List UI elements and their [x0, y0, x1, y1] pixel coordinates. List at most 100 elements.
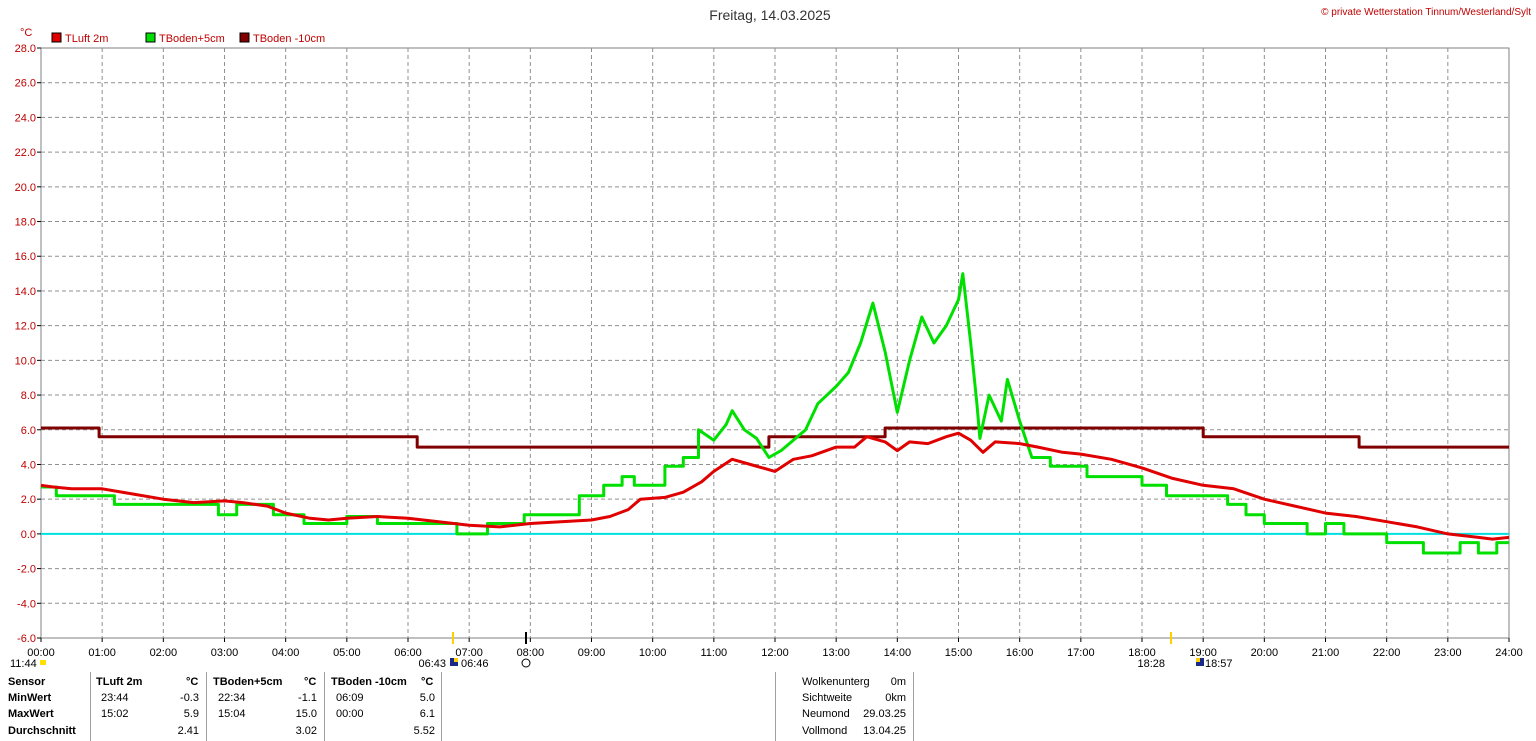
x-tick-label: 17:00: [1067, 647, 1095, 659]
legend-label: TBoden -10cm: [253, 33, 325, 45]
legend: TLuft 2m TBoden+5cm TBoden -10cm: [51, 32, 325, 45]
y-axis-label: °C: [20, 27, 32, 39]
x-tick-label: 00:00: [27, 647, 55, 659]
y-tick-label: 6.0: [21, 425, 36, 437]
copyright-text: © private Wetterstation Tinnum/Westerlan…: [1321, 7, 1531, 18]
stats-value: -0.3: [180, 692, 199, 704]
stats-time: 00:00: [336, 708, 364, 720]
stats-row-label: MinWert: [8, 692, 52, 704]
stats-value: 6.1: [419, 708, 435, 720]
stats-time: 23:44: [101, 692, 129, 704]
y-tick-label: 18.0: [15, 217, 36, 229]
dawn-time: 06:43: [418, 658, 446, 670]
statistics-table: Sensor TLuft 2m °C TBoden+5cm °C TBoden …: [0, 672, 445, 741]
x-tick-label: 23:00: [1434, 647, 1462, 659]
stats-header-tboden10: TBoden -10cm: [331, 676, 407, 688]
legend-swatch: [239, 32, 250, 43]
series-line-0: [40, 431, 1510, 541]
x-tick-label: 12:00: [761, 647, 789, 659]
stats-header-tboden5: TBoden+5cm: [213, 676, 283, 688]
x-tick-label: 02:00: [150, 647, 178, 659]
x-tick-label: 05:00: [333, 647, 361, 659]
x-tick-label: 21:00: [1312, 647, 1340, 659]
y-tick-label: 2.0: [21, 494, 36, 506]
x-axis-ticks: 00:00 01:00 02:00 03:00 04:00 05:00 06:00 07:00…: [27, 638, 1523, 659]
y-tick-label: 10.0: [15, 355, 36, 367]
y-axis-ticks: 28.0 26.0 24.0 22.0 20.0 18.0 16.0 14.0 12.0 10.0…: [15, 43, 41, 645]
stats-time: 15:04: [218, 708, 246, 720]
y-tick-label: 0.0: [21, 529, 36, 541]
y-tick-label: 4.0: [21, 459, 36, 471]
x-tick-label: 11:00: [700, 647, 727, 659]
info-value: 13.04.25: [863, 725, 906, 737]
x-tick-label: 14:00: [884, 647, 912, 659]
x-tick-label: 13:00: [822, 647, 850, 659]
y-tick-label: 28.0: [15, 43, 36, 55]
stats-value: 5.9: [183, 708, 199, 720]
x-tick-label: 06:00: [394, 647, 422, 659]
info-label: Vollmond: [802, 725, 848, 737]
stats-header-unit3: °C: [421, 676, 434, 688]
stats-header-sensor: Sensor: [8, 676, 46, 688]
y-tick-label: -6.0: [17, 633, 36, 645]
legend-swatch: [51, 32, 62, 43]
chart-title: Freitag, 14.03.2025: [709, 7, 831, 23]
x-tick-label: 20:00: [1251, 647, 1279, 659]
x-tick-label: 09:00: [578, 647, 606, 659]
x-tick-label: 18:00: [1128, 647, 1156, 659]
grid: [40, 47, 1510, 639]
stats-header-tluft: TLuft 2m: [96, 676, 143, 688]
y-tick-label: 14.0: [15, 286, 36, 298]
y-tick-label: 16.0: [15, 251, 36, 263]
stats-time: 22:34: [218, 692, 246, 704]
stats-value: 3.02: [295, 725, 317, 737]
x-tick-label: 07:00: [455, 647, 483, 659]
stats-value: 5.52: [413, 725, 435, 737]
info-label: Sichtweite: [802, 692, 853, 704]
x-tick-label: 01:00: [88, 647, 116, 659]
stats-time: 15:02: [101, 708, 129, 720]
legend-label: TLuft 2m: [65, 33, 108, 45]
info-value: 0km: [885, 692, 906, 704]
info-label: Neumond: [802, 708, 850, 720]
sunset-time: 18:28: [1137, 658, 1165, 670]
x-tick-label: 24:00: [1495, 647, 1523, 659]
series-line-2: [41, 426, 1509, 449]
y-tick-label: 24.0: [15, 112, 36, 124]
y-tick-label: -2.0: [17, 564, 36, 576]
sunrise-icon-sun: [454, 658, 458, 662]
x-tick-label: 16:00: [1006, 647, 1034, 659]
sun-icon: [40, 660, 46, 665]
sunset-icon-sun: [1196, 658, 1200, 662]
stats-value: 15.0: [295, 708, 317, 720]
x-tick-label: 04:00: [272, 647, 300, 659]
time-label: 11:44: [10, 658, 37, 670]
stats-row-label: MaxWert: [8, 708, 54, 720]
y-tick-label: 20.0: [15, 182, 36, 194]
x-tick-label: 08:00: [517, 647, 545, 659]
stats-row-label: Durchschnitt: [8, 725, 76, 737]
sunrise-time: 06:46: [461, 658, 489, 670]
info-value: 29.03.25: [863, 708, 906, 720]
moon-icon: [521, 658, 531, 668]
y-tick-label: 26.0: [15, 78, 36, 90]
stats-header-unit1: °C: [186, 676, 199, 688]
x-tick-label: 15:00: [945, 647, 973, 659]
stats-time: 06:09: [336, 692, 364, 704]
x-tick-label: 03:00: [211, 647, 239, 659]
stats-value: 5.0: [419, 692, 435, 704]
stats-header-unit2: °C: [304, 676, 317, 688]
info-table: Wolkenunterg 0m Sichtweite 0km Neumond 2…: [775, 672, 915, 741]
legend-swatch: [145, 32, 156, 43]
dusk-time: 18:57: [1205, 658, 1233, 670]
info-label: Wolkenunterg: [802, 676, 870, 688]
series-line-1: [41, 272, 1509, 555]
y-tick-label: 22.0: [15, 147, 36, 159]
info-value: 0m: [890, 676, 906, 688]
x-tick-label: 10:00: [639, 647, 667, 659]
stats-value: -1.1: [298, 692, 317, 704]
y-tick-label: 8.0: [21, 390, 36, 402]
x-tick-label: 22:00: [1373, 647, 1401, 659]
stats-value: 2.41: [177, 725, 199, 737]
